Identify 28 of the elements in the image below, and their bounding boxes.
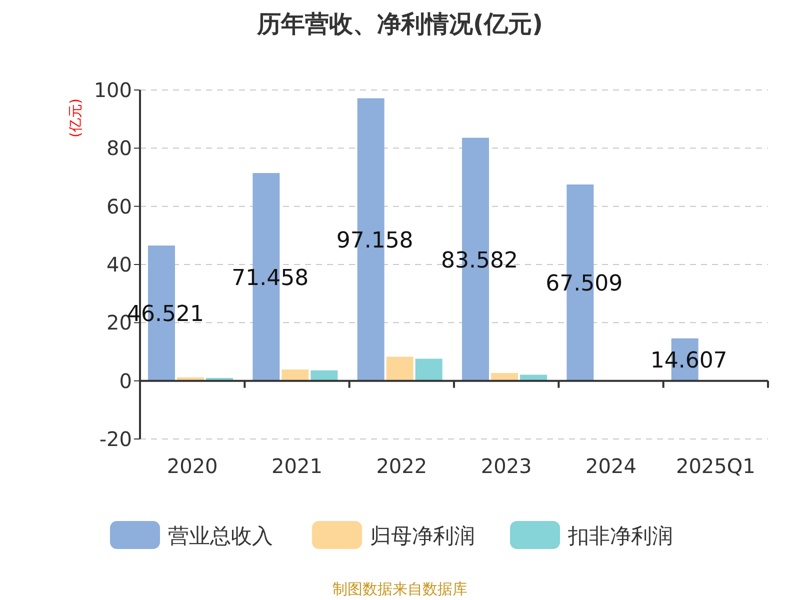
data-label: 71.458 (232, 266, 309, 291)
x-tick-label: 2020 (166, 454, 218, 478)
text: 制图数据来自数据库 (332, 580, 468, 598)
bar (520, 374, 547, 381)
y-tick-label: -20 (99, 427, 132, 451)
legend-label: 扣非净利润 (567, 524, 673, 548)
y-tick-label: 60 (106, 194, 132, 218)
legend-label: 归母净利润 (370, 524, 475, 548)
y-tick-label: 80 (106, 136, 132, 160)
x-tick-label: 2023 (480, 454, 532, 478)
bar (310, 370, 338, 381)
x-tick-label: 2024 (586, 454, 636, 478)
bar (386, 356, 414, 381)
y-tick-label: 0 (119, 368, 132, 393)
bar (282, 369, 309, 381)
data-label: 67.509 (546, 272, 623, 297)
x-tick-label: 2022 (376, 454, 428, 478)
legend-label: 营业总收入 (168, 524, 273, 548)
x-tick-label: 2025Q1 (676, 454, 756, 478)
y-tick-label: 100 (94, 78, 132, 102)
x-tick-label: 2021 (272, 454, 322, 478)
data-label: 97.158 (336, 228, 414, 254)
data-label: 14.607 (650, 348, 728, 374)
bar (415, 358, 442, 381)
y-tick-label: 40 (106, 252, 132, 276)
data-label: 83.582 (441, 248, 518, 274)
chart-title: 历年营收、净利情况(亿元) (256, 10, 543, 38)
y-axis-title: (亿元) (68, 98, 84, 138)
